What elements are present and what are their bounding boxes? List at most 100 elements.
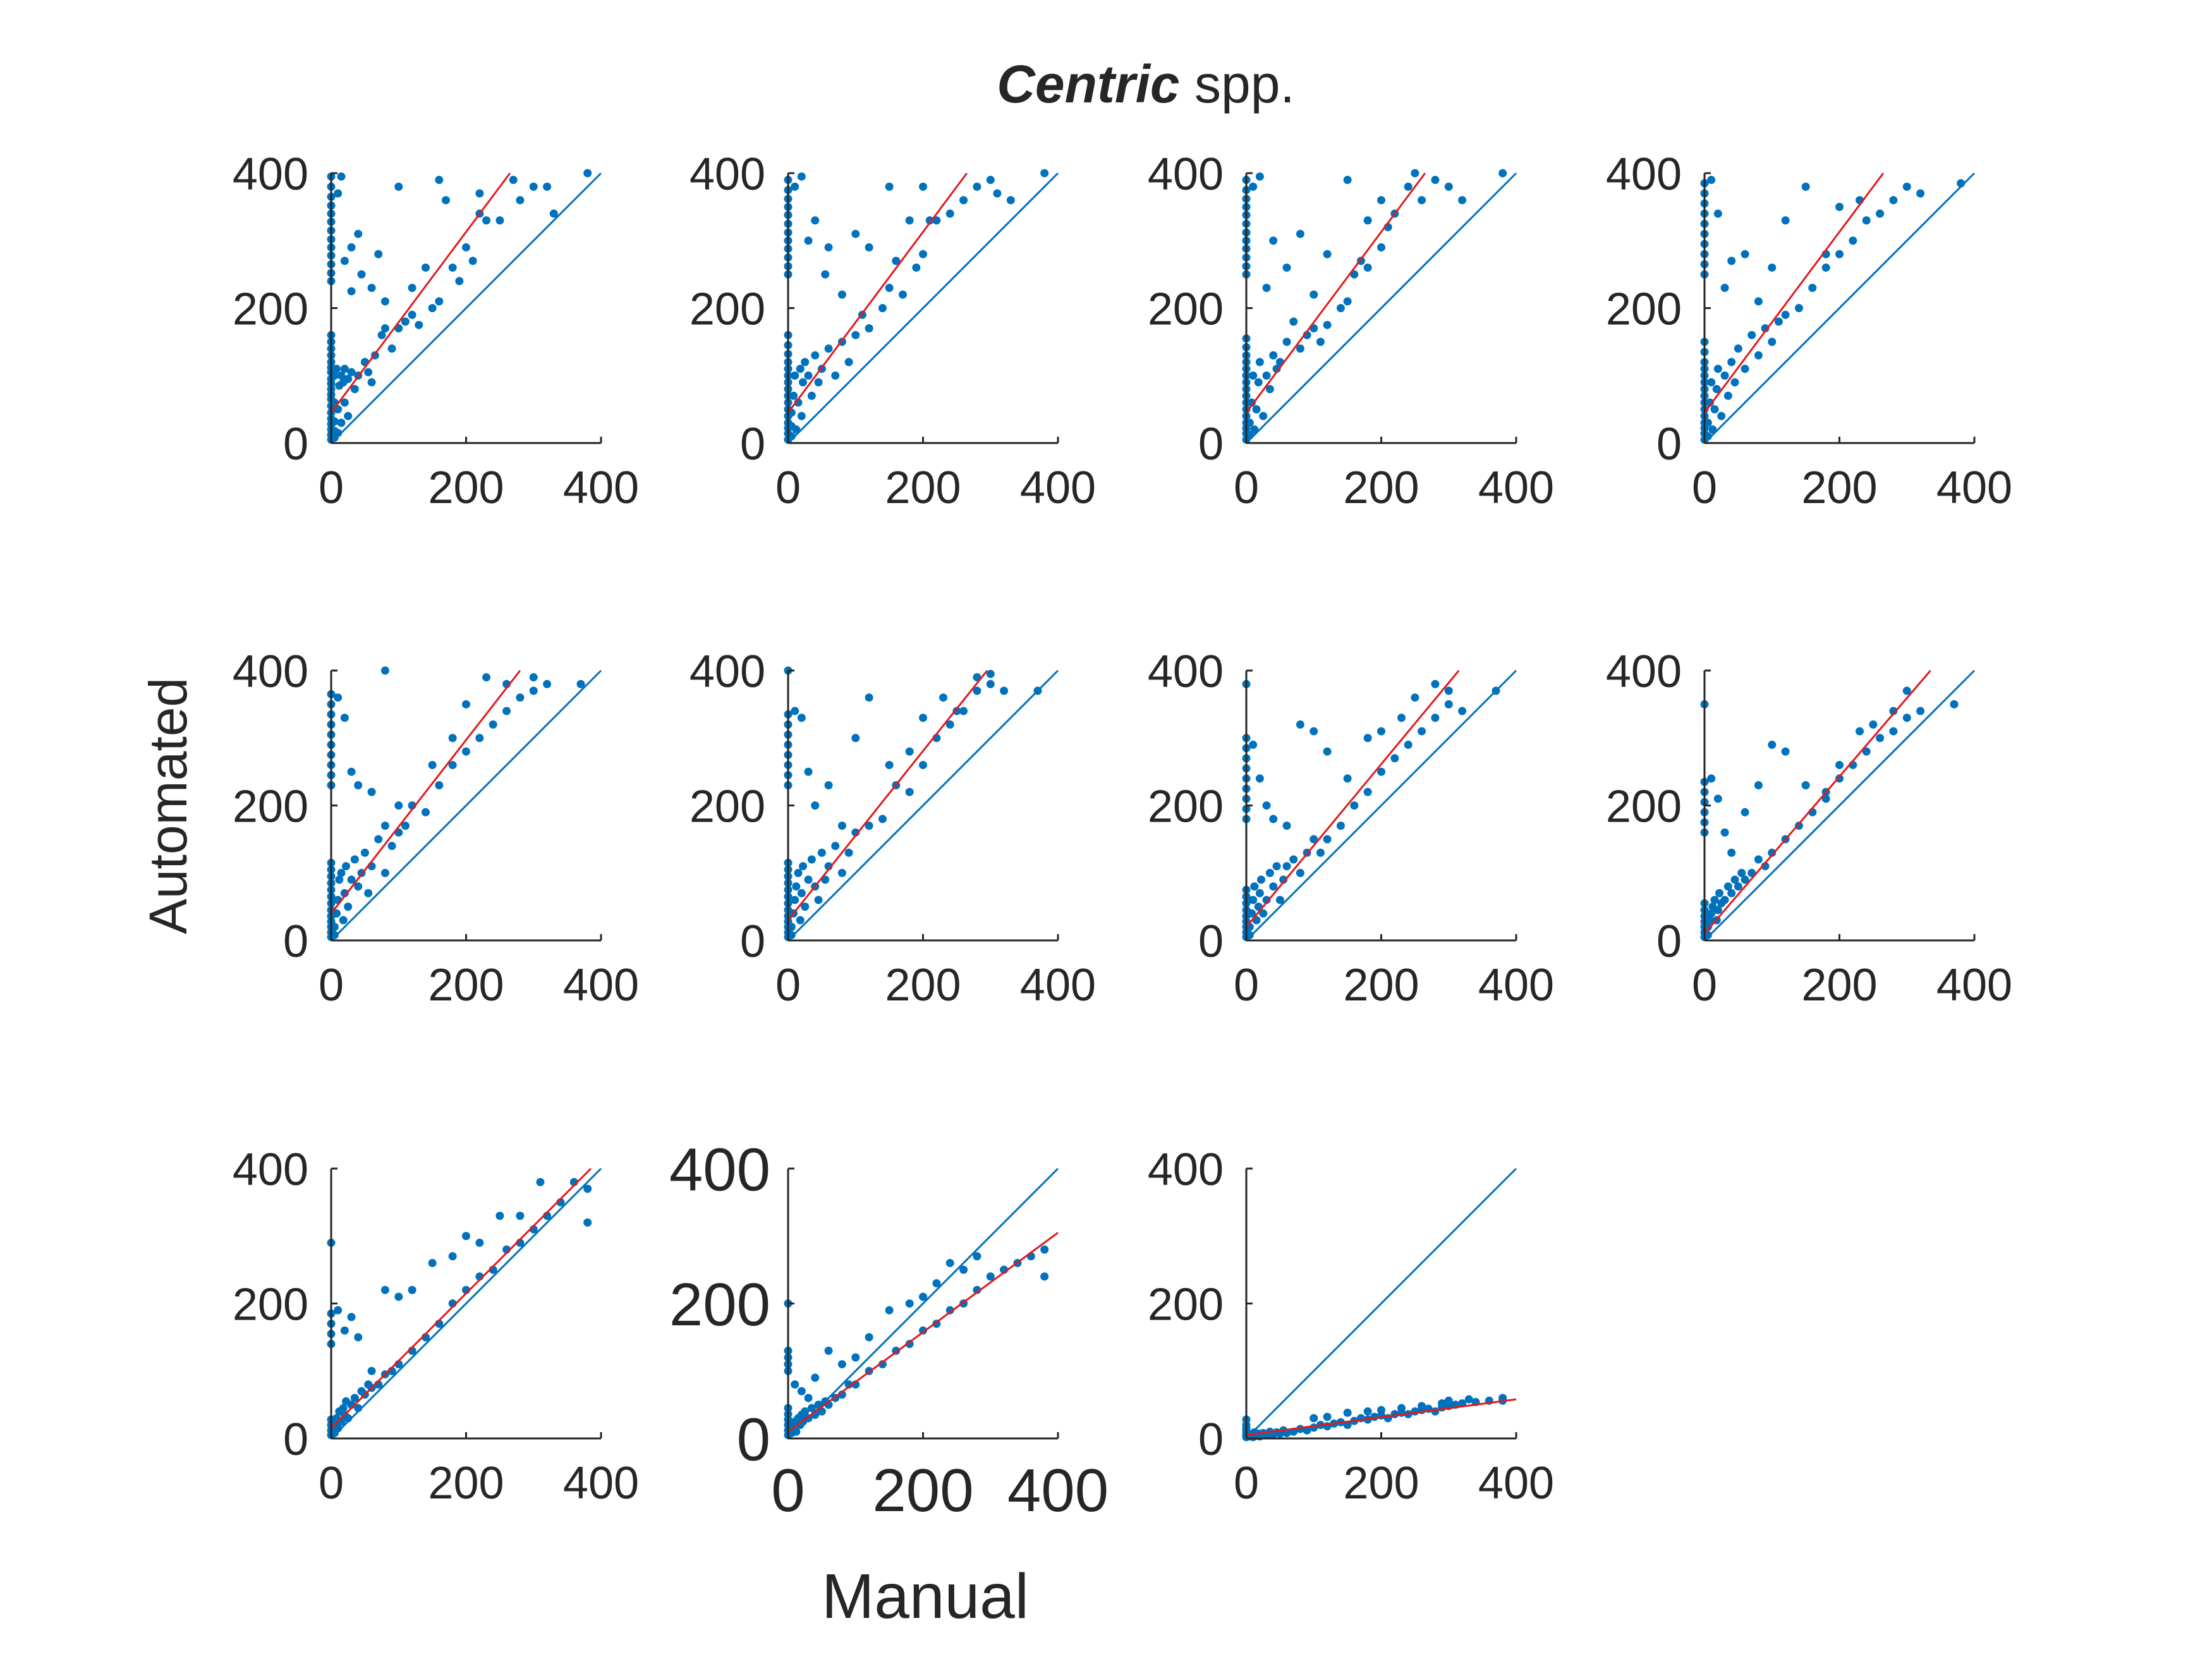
data-point xyxy=(885,283,894,292)
data-point xyxy=(1781,216,1790,225)
y-tick-label: 200 xyxy=(690,284,765,334)
data-point xyxy=(1916,189,1925,198)
data-point xyxy=(1259,411,1268,420)
data-point xyxy=(1794,304,1803,312)
data-point xyxy=(1323,1413,1332,1421)
data-point xyxy=(344,1414,353,1423)
scatter-panel-10: 0 200 400 0 200 400 xyxy=(669,1136,1109,1524)
data-point xyxy=(865,822,873,830)
data-point xyxy=(1730,875,1739,884)
data-point xyxy=(865,324,873,333)
x-tick-label: 400 xyxy=(563,1458,639,1509)
scatter-panel-8: 0 200 400 0 200 400 xyxy=(1606,647,2012,1011)
data-point xyxy=(801,902,810,911)
data-point xyxy=(1734,344,1742,353)
data-point xyxy=(401,822,410,830)
data-point xyxy=(1862,216,1871,225)
data-point xyxy=(1282,337,1291,346)
data-point xyxy=(905,747,914,756)
data-point xyxy=(1363,216,1372,225)
identity-line xyxy=(787,1167,1059,1440)
identity-line xyxy=(1703,172,1976,444)
data-point xyxy=(1245,430,1254,439)
data-point xyxy=(851,734,860,743)
data-point xyxy=(1249,371,1258,380)
data-point xyxy=(1734,882,1742,891)
x-tick-label: 0 xyxy=(771,1457,805,1524)
data-point xyxy=(401,317,410,326)
y-tick-label: 200 xyxy=(1606,781,1682,832)
y-tick-label: 400 xyxy=(1148,149,1224,200)
data-point xyxy=(1411,693,1419,702)
fit-line xyxy=(1245,670,1460,928)
data-point xyxy=(945,1306,954,1315)
data-point xyxy=(380,324,389,333)
data-point xyxy=(1269,815,1278,823)
data-point xyxy=(919,182,927,191)
data-point xyxy=(1713,365,1722,374)
x-tick-label: 400 xyxy=(1936,463,2012,513)
data-point xyxy=(1727,889,1736,897)
data-point xyxy=(367,1366,376,1375)
identity-line xyxy=(787,669,1059,942)
y-tick-label: 0 xyxy=(283,1414,308,1465)
y-tick-label: 400 xyxy=(1606,149,1682,200)
fit-line xyxy=(1703,670,1931,935)
y-tick-label: 400 xyxy=(690,647,765,697)
data-point xyxy=(543,182,552,191)
x-tick-label: 200 xyxy=(1343,463,1419,513)
data-point xyxy=(811,801,820,810)
data-point xyxy=(448,760,457,769)
data-point xyxy=(1252,405,1261,414)
data-point xyxy=(475,189,484,198)
identity-line xyxy=(1245,669,1517,942)
data-point xyxy=(791,182,799,191)
data-point xyxy=(1404,740,1413,749)
data-point xyxy=(792,1427,801,1436)
data-point xyxy=(1282,1428,1291,1437)
data-point xyxy=(428,304,437,312)
data-point xyxy=(350,855,359,864)
data-point xyxy=(1876,734,1885,743)
x-tick-label: 200 xyxy=(1801,463,1877,513)
data-point xyxy=(448,1252,457,1261)
data-point xyxy=(824,344,833,353)
data-point xyxy=(925,216,934,225)
data-point xyxy=(335,875,344,884)
data-point xyxy=(1275,896,1284,904)
x-tick-label: 200 xyxy=(1343,960,1419,1011)
y-tick-label: 200 xyxy=(233,1279,308,1330)
data-point xyxy=(1713,906,1722,915)
data-point xyxy=(787,930,796,939)
data-point xyxy=(1781,310,1790,319)
x-tick-label: 0 xyxy=(775,960,801,1011)
data-point xyxy=(1323,320,1332,329)
data-point xyxy=(337,172,346,181)
x-tick-label: 0 xyxy=(1692,960,1717,1011)
data-point xyxy=(1248,398,1256,407)
data-point xyxy=(1781,747,1790,756)
data-point xyxy=(1950,700,1959,708)
data-point xyxy=(1730,378,1739,387)
data-point xyxy=(797,714,806,722)
data-point xyxy=(1296,720,1304,729)
data-point xyxy=(1279,875,1288,884)
data-point xyxy=(986,176,995,185)
data-point xyxy=(1889,196,1898,205)
data-point xyxy=(387,842,396,851)
data-point xyxy=(1404,182,1413,191)
data-point xyxy=(1262,371,1271,380)
data-point xyxy=(986,669,995,678)
data-point xyxy=(347,875,356,884)
x-tick-label: 0 xyxy=(775,463,801,513)
y-tick-label: 400 xyxy=(1148,1145,1224,1195)
data-point xyxy=(334,189,343,198)
data-point xyxy=(1717,411,1726,420)
data-point xyxy=(798,862,807,871)
data-point xyxy=(905,216,914,225)
data-point xyxy=(1282,862,1291,871)
data-point xyxy=(340,257,349,265)
data-point xyxy=(380,822,389,830)
data-point xyxy=(791,371,799,380)
x-tick-label: 400 xyxy=(1478,1458,1554,1509)
